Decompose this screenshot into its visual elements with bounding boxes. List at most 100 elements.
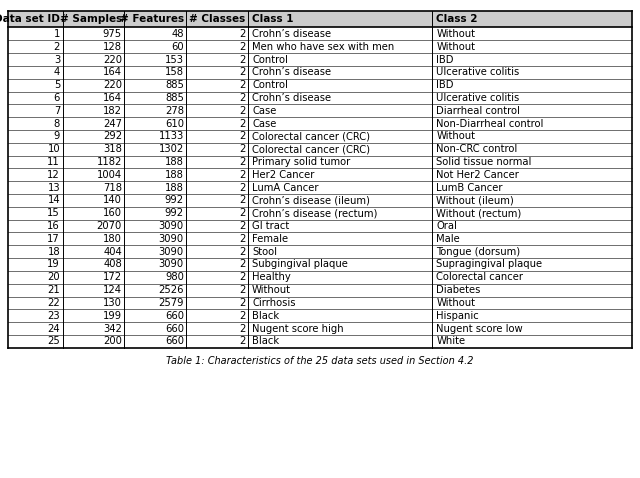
Text: Black: Black (252, 311, 279, 321)
Text: 342: 342 (103, 324, 122, 334)
Bar (8, 143, 632, 156)
Text: 24: 24 (47, 324, 60, 334)
Text: 5: 5 (54, 80, 60, 90)
Bar (8, 66, 632, 79)
Text: 20: 20 (47, 272, 60, 282)
Text: 610: 610 (164, 119, 184, 129)
Text: 2: 2 (239, 221, 246, 231)
Text: 2: 2 (239, 93, 246, 103)
Text: Subgingival plaque: Subgingival plaque (252, 260, 348, 270)
Text: 2: 2 (239, 157, 246, 167)
Bar (8, 130, 632, 143)
Text: Oral: Oral (436, 221, 457, 231)
Text: Case: Case (252, 119, 276, 129)
Text: Colorectal cancer (CRC): Colorectal cancer (CRC) (252, 131, 370, 141)
Text: Control: Control (252, 54, 288, 65)
Text: Crohn’s disease (ileum): Crohn’s disease (ileum) (252, 196, 370, 206)
Text: Control: Control (252, 80, 288, 90)
Text: 2: 2 (239, 29, 246, 39)
Text: Nugent score high: Nugent score high (252, 324, 344, 334)
Text: 885: 885 (165, 80, 184, 90)
Text: Non-Diarrheal control: Non-Diarrheal control (436, 119, 543, 129)
Text: LumB Cancer: LumB Cancer (436, 183, 503, 193)
Text: Cirrhosis: Cirrhosis (252, 298, 296, 308)
Text: Without: Without (436, 131, 476, 141)
Text: Black: Black (252, 337, 279, 347)
Text: Male: Male (436, 234, 460, 244)
Text: 2: 2 (239, 337, 246, 347)
Text: Colorectal cancer: Colorectal cancer (436, 272, 524, 282)
Bar (8, 284, 632, 296)
Text: IBD: IBD (436, 54, 454, 65)
Text: 48: 48 (172, 29, 184, 39)
Text: 992: 992 (164, 208, 184, 218)
Text: 2: 2 (239, 106, 246, 116)
Text: 1182: 1182 (97, 157, 122, 167)
Text: 21: 21 (47, 285, 60, 295)
Text: 718: 718 (103, 183, 122, 193)
Text: 2526: 2526 (158, 285, 184, 295)
Bar (8, 220, 632, 232)
Text: Class 2: Class 2 (436, 14, 478, 24)
Bar (8, 207, 632, 220)
Text: Without: Without (436, 42, 476, 52)
Text: LumA Cancer: LumA Cancer (252, 183, 319, 193)
Text: 404: 404 (103, 247, 122, 257)
Text: 60: 60 (171, 42, 184, 52)
Bar (8, 258, 632, 271)
Bar (8, 245, 632, 258)
Text: Without (ileum): Without (ileum) (436, 196, 514, 206)
Text: 980: 980 (165, 272, 184, 282)
Text: 2: 2 (239, 208, 246, 218)
Text: 1004: 1004 (97, 170, 122, 180)
Text: 2: 2 (239, 144, 246, 154)
Text: 1302: 1302 (159, 144, 184, 154)
Text: 140: 140 (103, 196, 122, 206)
Text: 992: 992 (164, 196, 184, 206)
Bar (8, 53, 632, 66)
Text: 318: 318 (103, 144, 122, 154)
Bar (8, 104, 632, 117)
Text: 975: 975 (103, 29, 122, 39)
Text: 2: 2 (239, 42, 246, 52)
Text: White: White (436, 337, 465, 347)
Bar (8, 79, 632, 92)
Text: 2: 2 (54, 42, 60, 52)
Text: Ulcerative colitis: Ulcerative colitis (436, 93, 520, 103)
Text: 2: 2 (239, 285, 246, 295)
Text: 220: 220 (103, 80, 122, 90)
Text: 220: 220 (103, 54, 122, 65)
Bar (8, 181, 632, 194)
Text: 15: 15 (47, 208, 60, 218)
Text: 2: 2 (239, 183, 246, 193)
Text: 2: 2 (239, 272, 246, 282)
Text: 2579: 2579 (158, 298, 184, 308)
Text: 2: 2 (239, 324, 246, 334)
Text: 660: 660 (164, 337, 184, 347)
Text: 2: 2 (239, 196, 246, 206)
Text: 3090: 3090 (159, 247, 184, 257)
Text: 8: 8 (54, 119, 60, 129)
Text: 13: 13 (47, 183, 60, 193)
Bar (8, 168, 632, 181)
Text: 182: 182 (103, 106, 122, 116)
Text: Her2 Cancer: Her2 Cancer (252, 170, 314, 180)
Text: Female: Female (252, 234, 288, 244)
Text: Men who have sex with men: Men who have sex with men (252, 42, 394, 52)
Text: 2: 2 (239, 170, 246, 180)
Text: 180: 180 (103, 234, 122, 244)
Text: 2: 2 (239, 67, 246, 77)
Text: 124: 124 (103, 285, 122, 295)
Text: Diabetes: Diabetes (436, 285, 481, 295)
Text: 247: 247 (103, 119, 122, 129)
Text: 22: 22 (47, 298, 60, 308)
Text: 660: 660 (164, 311, 184, 321)
Text: Tongue (dorsum): Tongue (dorsum) (436, 247, 520, 257)
Text: Crohn’s disease: Crohn’s disease (252, 93, 331, 103)
Text: Supragingival plaque: Supragingival plaque (436, 260, 543, 270)
Text: 885: 885 (165, 93, 184, 103)
Text: 2: 2 (239, 80, 246, 90)
Bar (8, 117, 632, 130)
Text: 199: 199 (103, 311, 122, 321)
Text: Ulcerative colitis: Ulcerative colitis (436, 67, 520, 77)
